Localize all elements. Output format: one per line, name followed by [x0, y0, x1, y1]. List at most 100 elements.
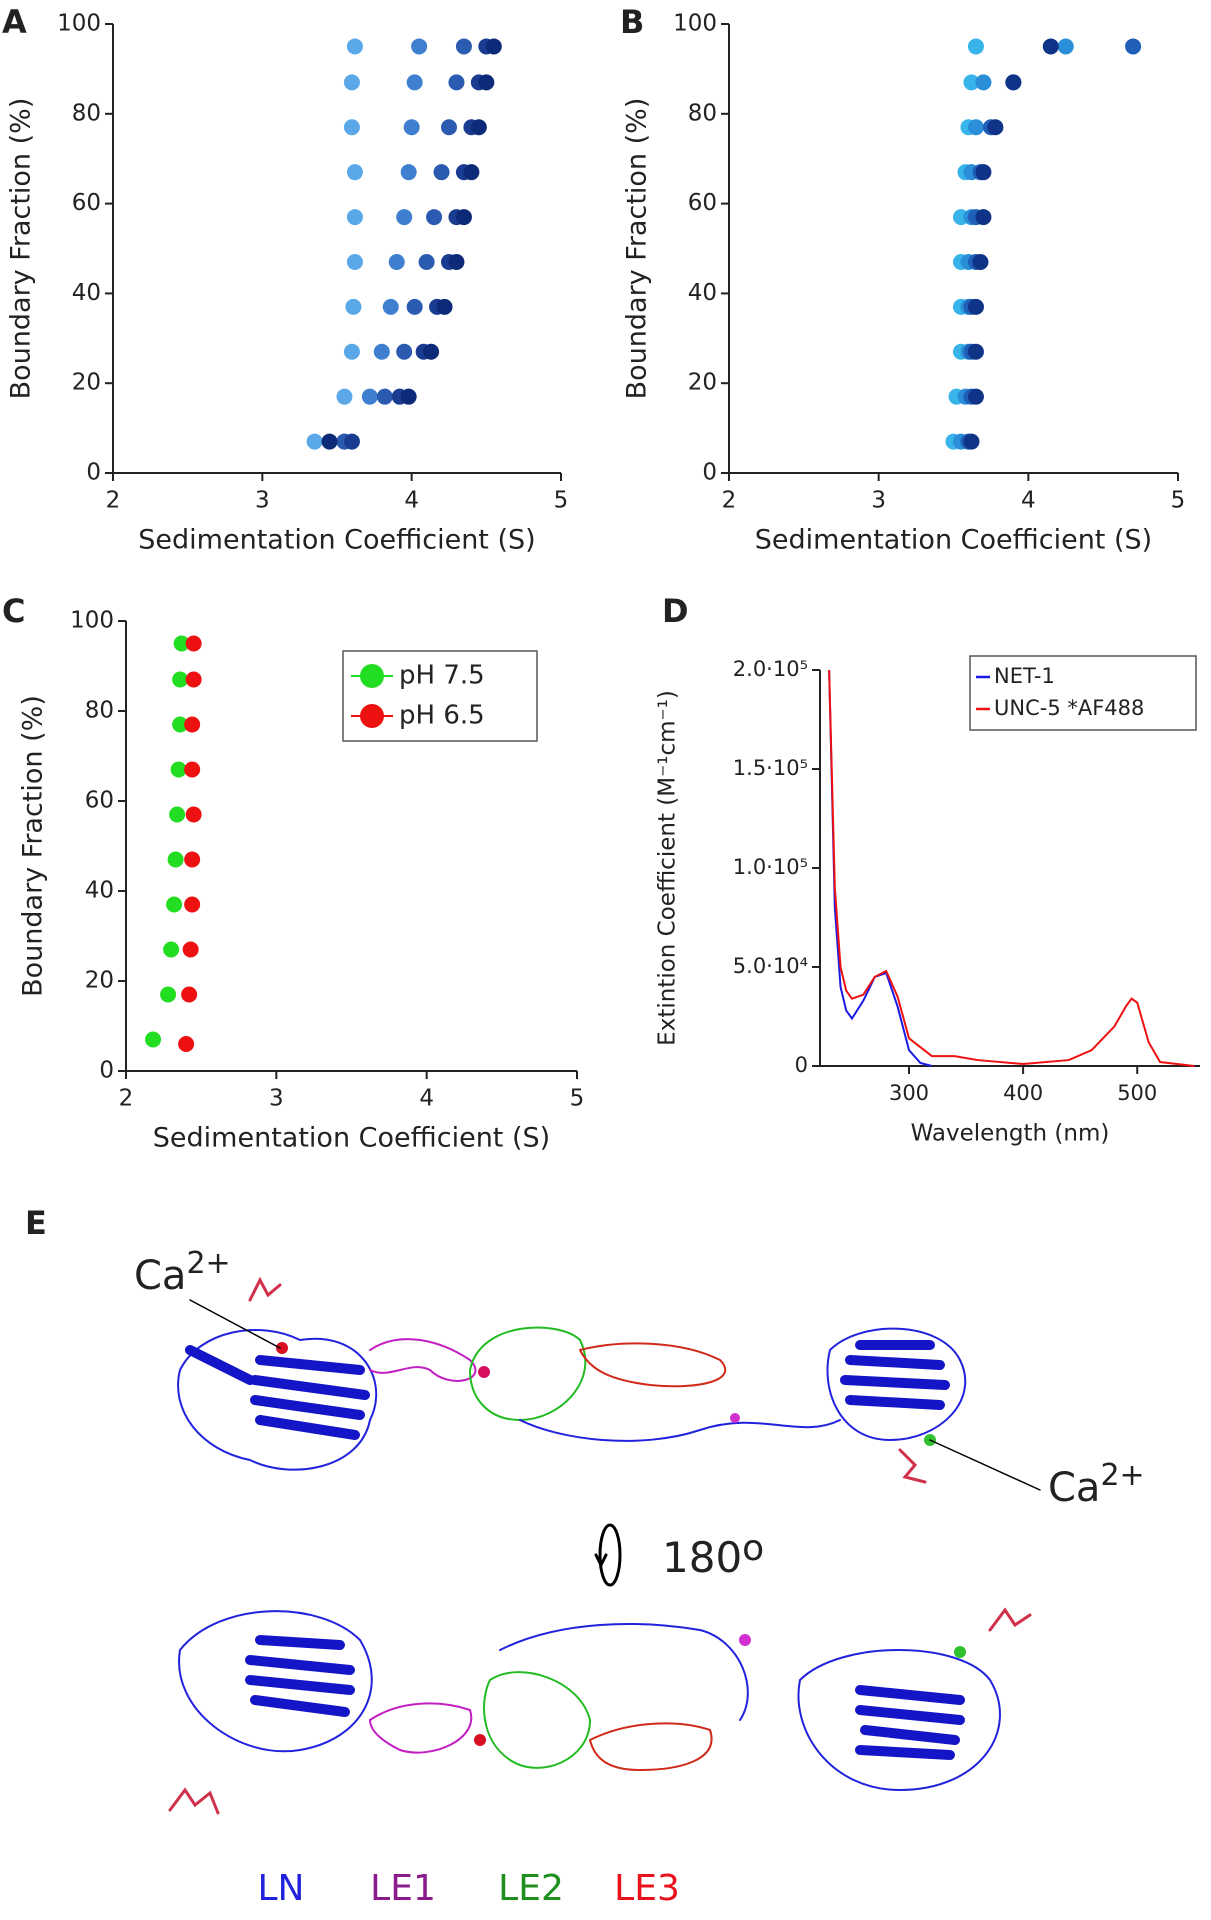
point: [345, 298, 362, 315]
legend-label: pH 6.5: [399, 701, 485, 731]
point: [441, 119, 457, 136]
x-tick-label: 4: [1021, 488, 1036, 514]
point: [987, 119, 1004, 136]
x-tick-label: 5: [1171, 488, 1186, 514]
point: [972, 253, 989, 270]
legend-label: pH 7.5: [399, 661, 485, 691]
x-axis-label: Sedimentation Coefficient (S): [755, 525, 1152, 556]
point: [967, 388, 984, 405]
point: [967, 298, 984, 315]
point: [1042, 38, 1059, 55]
structure-art: [168, 1276, 1041, 1815]
point: [185, 671, 202, 688]
panel-label: A: [2, 3, 27, 41]
point: [975, 164, 992, 181]
y-tick-label: 40: [688, 280, 717, 306]
point: [1005, 74, 1022, 91]
x-axis-label: Sedimentation Coefficient (S): [138, 525, 535, 556]
point: [184, 761, 201, 778]
rotation-label: 180o: [662, 1528, 764, 1582]
y-tick-label: 80: [72, 100, 101, 126]
legend-marker: [360, 664, 384, 688]
x-tick-label: 5: [554, 488, 569, 514]
point: [478, 74, 495, 91]
point: [185, 806, 202, 823]
x-tick-label: 4: [404, 488, 419, 514]
ca-base: Ca: [1048, 1465, 1100, 1511]
point: [1125, 38, 1142, 55]
domain-label: LE2: [498, 1868, 564, 1909]
point: [172, 716, 189, 733]
point: [455, 38, 472, 55]
y-tick-label: 100: [57, 11, 101, 37]
x-tick-label: 500: [1117, 1081, 1157, 1105]
line: [828, 669, 933, 1067]
point: [163, 941, 180, 958]
point: [1057, 38, 1074, 55]
point: [396, 343, 413, 360]
legend-box: [969, 655, 1197, 731]
point: [967, 343, 984, 360]
x-axis-label: Sedimentation Coefficient (S): [153, 1123, 550, 1154]
y-tick-label: 80: [688, 100, 717, 126]
point: [373, 343, 390, 360]
point: [418, 253, 435, 270]
point: [436, 298, 453, 315]
rotation-base: 180: [662, 1533, 742, 1582]
y-tick-label: 0: [86, 460, 101, 486]
ca-base: Ca: [134, 1253, 186, 1299]
point: [343, 343, 360, 360]
point: [182, 941, 199, 958]
point: [448, 74, 465, 91]
point: [396, 209, 413, 226]
point: [411, 38, 428, 55]
y-tick-label: 60: [72, 190, 101, 216]
x-tick-label: 400: [1003, 1081, 1043, 1105]
point: [184, 716, 201, 733]
point: [400, 164, 417, 181]
panel-label: C: [2, 592, 25, 630]
rotation-sup: o: [742, 1528, 764, 1569]
x-tick-label: 4: [419, 1086, 434, 1112]
point: [975, 209, 992, 226]
y-tick-label: 0: [99, 1058, 114, 1084]
point: [321, 433, 338, 450]
point: [423, 343, 440, 360]
domain-label: LE1: [370, 1868, 436, 1909]
legend-label: UNC-5 *AF488: [994, 696, 1144, 720]
point: [485, 38, 502, 55]
y-tick-label: 20: [688, 370, 717, 396]
x-tick-label: 2: [119, 1086, 134, 1112]
point: [306, 433, 323, 450]
point: [463, 164, 480, 181]
point: [166, 896, 183, 913]
point: [406, 74, 423, 91]
point: [967, 38, 984, 55]
x-axis-label: Wavelength (nm): [911, 1121, 1110, 1147]
point: [376, 388, 393, 405]
point: [184, 851, 201, 868]
y-tick-label: 100: [70, 608, 114, 634]
panel-label: B: [620, 3, 644, 41]
y-axis-label: Boundary Fraction (%): [622, 98, 653, 400]
point: [470, 119, 487, 136]
point: [170, 761, 187, 778]
ca-sup: 2+: [186, 1246, 230, 1281]
point: [160, 986, 177, 1003]
legend-label: NET-1: [994, 664, 1055, 688]
point: [448, 253, 465, 270]
point: [975, 74, 992, 91]
x-tick-label: 3: [255, 488, 270, 514]
point: [403, 119, 420, 136]
point: [167, 851, 184, 868]
point: [346, 164, 363, 181]
point: [336, 388, 353, 405]
x-tick-label: 300: [889, 1081, 929, 1105]
point: [346, 253, 363, 270]
y-axis-label: Extintion Coefficient (M⁻¹cm⁻¹): [655, 690, 681, 1046]
y-tick-label: 0: [702, 460, 717, 486]
y-tick-label: 40: [85, 878, 114, 904]
domain-label: LE3: [614, 1868, 680, 1909]
point: [346, 38, 363, 55]
point: [426, 209, 443, 226]
